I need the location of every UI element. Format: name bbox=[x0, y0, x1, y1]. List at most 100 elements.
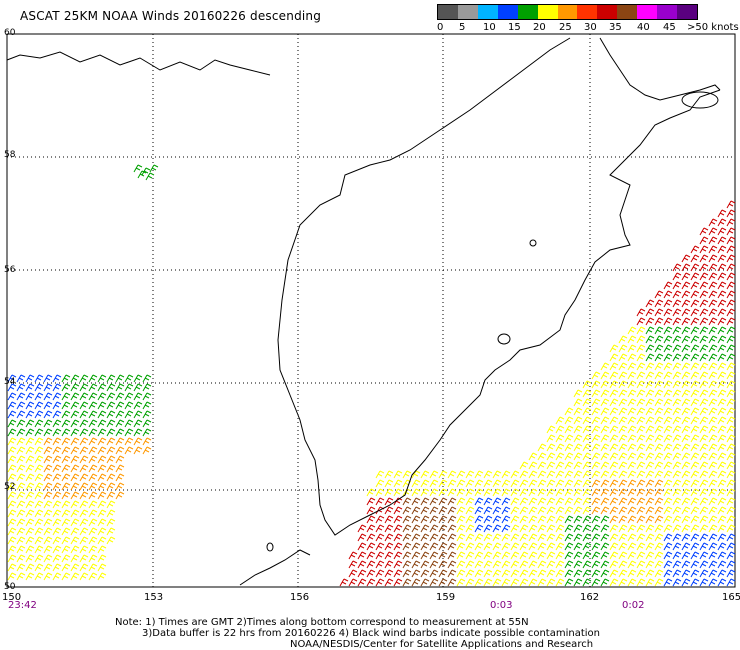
wind-barb bbox=[672, 290, 682, 299]
wind-barb bbox=[528, 497, 538, 506]
wind-barb bbox=[106, 482, 116, 491]
wind-barb bbox=[115, 383, 125, 392]
wind-barb bbox=[393, 542, 403, 551]
wind-barb bbox=[510, 542, 520, 551]
wind-barb bbox=[591, 452, 601, 461]
wind-barb bbox=[600, 551, 610, 560]
wind-barb bbox=[672, 461, 682, 470]
wind-barb bbox=[411, 560, 421, 569]
wind-barb bbox=[573, 425, 583, 434]
wind-barb bbox=[474, 497, 484, 506]
wind-barb bbox=[645, 299, 655, 308]
wind-barb bbox=[645, 551, 655, 560]
wind-barb bbox=[717, 344, 727, 353]
wind-barb bbox=[627, 398, 637, 407]
wind-barb bbox=[672, 317, 682, 326]
wind-barb bbox=[465, 524, 475, 533]
wind-barb bbox=[618, 416, 628, 425]
wind-barb bbox=[708, 452, 718, 461]
lon-label-150: 150 bbox=[2, 592, 22, 603]
wind-barb bbox=[70, 401, 80, 410]
wind-barb bbox=[672, 578, 682, 587]
wind-barb bbox=[519, 488, 529, 497]
wind-barb bbox=[79, 482, 89, 491]
wind-barb bbox=[618, 497, 628, 506]
wind-barb bbox=[582, 443, 592, 452]
wind-barb bbox=[672, 380, 682, 389]
wind-barb bbox=[672, 533, 682, 542]
wind-barb bbox=[528, 506, 538, 515]
wind-barb bbox=[124, 401, 134, 410]
wind-barb bbox=[708, 569, 718, 578]
wind-barb bbox=[483, 524, 493, 533]
wind-barb bbox=[447, 542, 457, 551]
wind-barb bbox=[699, 389, 709, 398]
wind-barb bbox=[537, 461, 547, 470]
wind-barb bbox=[137, 170, 147, 179]
wind-barb bbox=[106, 401, 116, 410]
wind-barb bbox=[681, 398, 691, 407]
wind-barb bbox=[600, 479, 610, 488]
wind-barb bbox=[654, 398, 664, 407]
wind-barb bbox=[61, 401, 71, 410]
wind-barb bbox=[519, 470, 529, 479]
map-title: ASCAT 25KM NOAA Winds 20160226 descendin… bbox=[20, 9, 322, 23]
wind-barb bbox=[366, 488, 376, 497]
wind-barb bbox=[627, 452, 637, 461]
wind-barb bbox=[618, 380, 628, 389]
wind-barb bbox=[375, 542, 385, 551]
wind-barb bbox=[16, 428, 26, 437]
wind-barb bbox=[97, 518, 107, 527]
wind-barb bbox=[79, 491, 89, 500]
wind-barb bbox=[600, 488, 610, 497]
wind-barb bbox=[609, 542, 619, 551]
wind-barb bbox=[708, 425, 718, 434]
wind-barb bbox=[573, 578, 583, 587]
wind-barb bbox=[501, 479, 511, 488]
wind-barb bbox=[627, 488, 637, 497]
wind-barb bbox=[636, 353, 646, 362]
wind-barb bbox=[726, 416, 736, 425]
note-line-3: NOAA/NESDIS/Center for Satellite Applica… bbox=[290, 639, 594, 650]
wind-barb bbox=[375, 470, 385, 479]
wind-barb bbox=[16, 491, 26, 500]
wind-barb bbox=[88, 482, 98, 491]
wind-barbs bbox=[7, 164, 736, 587]
wind-barb bbox=[717, 407, 727, 416]
wind-barb bbox=[97, 392, 107, 401]
wind-barb bbox=[133, 374, 143, 383]
wind-barb bbox=[88, 509, 98, 518]
wind-barb bbox=[690, 353, 700, 362]
wind-barb bbox=[564, 479, 574, 488]
wind-barb bbox=[672, 308, 682, 317]
wind-barb bbox=[591, 479, 601, 488]
wind-barb bbox=[672, 542, 682, 551]
wind-barb bbox=[115, 491, 125, 500]
wind-barb bbox=[61, 509, 71, 518]
wind-barb bbox=[645, 506, 655, 515]
wind-barb bbox=[582, 560, 592, 569]
wind-barb bbox=[654, 569, 664, 578]
legend-swatch-5 bbox=[537, 5, 558, 19]
wind-barb bbox=[654, 533, 664, 542]
wind-barb bbox=[627, 380, 637, 389]
wind-barb bbox=[690, 434, 700, 443]
wind-barb bbox=[726, 488, 736, 497]
wind-barb bbox=[726, 452, 736, 461]
wind-barb bbox=[79, 518, 89, 527]
wind-barb bbox=[79, 563, 89, 572]
wind-barb bbox=[52, 473, 62, 482]
legend-swatch-6 bbox=[557, 5, 578, 19]
wind-barb bbox=[645, 389, 655, 398]
wind-barb bbox=[717, 272, 727, 281]
wind-barb bbox=[555, 452, 565, 461]
wind-barb bbox=[546, 515, 556, 524]
wind-barb bbox=[43, 509, 53, 518]
wind-barb bbox=[133, 446, 143, 455]
wind-barb bbox=[492, 524, 502, 533]
wind-barb bbox=[510, 470, 520, 479]
wind-barb bbox=[528, 578, 538, 587]
wind-barb bbox=[124, 428, 134, 437]
wind-barb bbox=[79, 437, 89, 446]
